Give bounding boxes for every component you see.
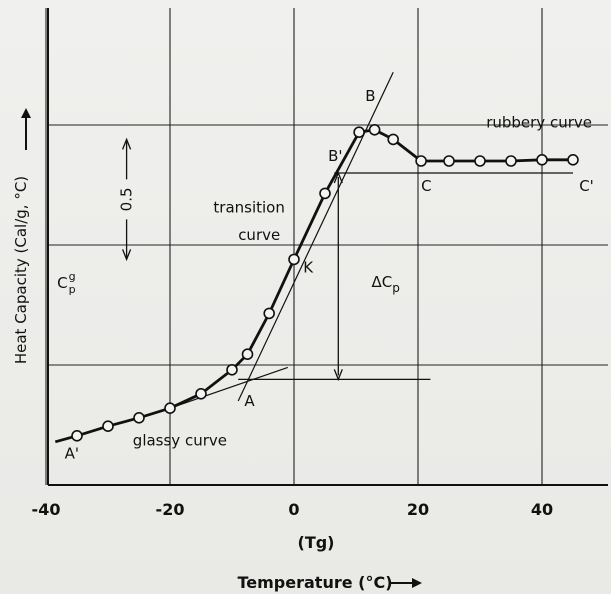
scale-bar-arrow-top <box>121 137 132 150</box>
annotation-label: A <box>244 392 255 410</box>
data-point <box>567 154 579 166</box>
scale-bar-label: 0.5 <box>118 187 136 211</box>
annotation-label: B <box>365 87 375 105</box>
annotation-label: K <box>303 259 314 277</box>
data-point <box>241 348 254 361</box>
annotation-label: glassy curve <box>133 431 227 449</box>
x-tick-label: 0 <box>288 500 299 519</box>
data-point <box>387 133 400 146</box>
data-point <box>288 253 300 266</box>
x-axis-label: Temperature (°C) <box>237 573 392 592</box>
x-tick-label: -20 <box>156 500 185 519</box>
y-axis-label: Heat Capacity (Cal/g, °C) <box>12 176 30 364</box>
x-tick-label: 20 <box>407 500 429 519</box>
annotation-label: C <box>421 177 431 195</box>
x-tick-label: 40 <box>531 500 553 519</box>
data-point <box>102 420 114 433</box>
y-arrow-head <box>21 108 31 118</box>
data-point <box>443 155 455 167</box>
data-point <box>368 124 381 136</box>
data-point <box>353 126 365 138</box>
data-point <box>319 187 331 200</box>
data-point <box>263 307 276 320</box>
annotation-cpg: Cpg <box>57 270 75 296</box>
x-tick-label: -40 <box>32 500 61 519</box>
data-point <box>536 154 548 166</box>
annotation-label: rubbery curve <box>486 113 592 131</box>
x-arrow-head <box>412 578 422 588</box>
delta-cp-arrow-head-bottom <box>333 369 343 382</box>
data-point <box>71 429 83 442</box>
scale-bar-arrow-bottom <box>121 249 132 262</box>
annotation-label: A' <box>65 445 79 463</box>
annotation-label: transition <box>213 199 284 217</box>
data-point <box>226 363 238 376</box>
annotation-label: C' <box>579 177 594 195</box>
delta-cp-arrow-head-top <box>333 171 343 184</box>
x-sublabel: (Tg) <box>298 533 335 552</box>
data-point <box>195 387 207 400</box>
annotation-label: curve <box>238 226 280 244</box>
data-point <box>164 402 176 415</box>
annotation-delta-cp: ΔCp <box>372 273 400 295</box>
data-point <box>474 155 486 167</box>
annotation-label: B' <box>328 147 342 165</box>
data-series-line <box>54 128 573 444</box>
data-point <box>505 155 517 167</box>
data-point <box>133 411 145 424</box>
data-point <box>415 155 427 167</box>
tangent-line <box>169 366 288 409</box>
tangent-line <box>237 71 394 402</box>
